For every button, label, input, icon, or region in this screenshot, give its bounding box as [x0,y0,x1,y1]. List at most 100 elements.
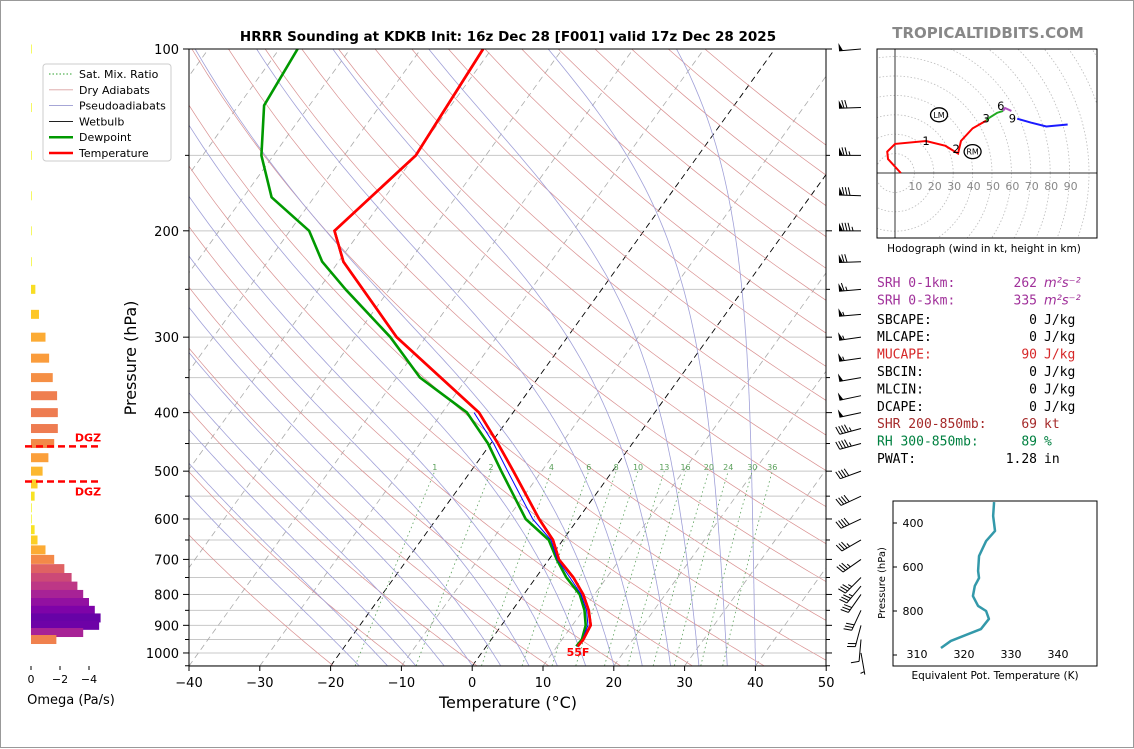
hodograph-ring-label: 30 [947,180,961,193]
mixing-ratio-label: 6 [586,463,591,472]
y-tick-label: 600 [154,513,179,528]
dry-adiabat-line [82,49,692,666]
wind-barb [838,409,861,417]
wind-barb [838,283,861,291]
hodograph-height-label: 3 [983,112,990,126]
legend-label: Wetbulb [79,115,124,128]
barb-staff [848,594,861,612]
mixing-ratio-label: 13 [659,463,669,472]
barb-full [844,605,852,608]
mixing-ratio-label: 24 [723,463,733,472]
barb-pennant [838,392,844,400]
mixing-ratio-line [522,471,589,666]
wind-barb [836,495,861,505]
omega-bar [31,424,58,433]
hodograph-height-label: 2 [952,142,959,156]
mixing-ratio-label: 8 [614,463,619,472]
barb-staff [855,625,861,646]
legend-label: Dry Adiabats [79,84,150,97]
wind-barb [836,440,861,450]
wind-barb [838,374,861,382]
hodograph-ring-label: 90 [1064,180,1078,193]
hodograph-ring-label: 20 [928,180,942,193]
surface-temp-label: 55F [567,646,590,659]
param-value: 0 [1029,330,1037,345]
hodograph-ring-label: 70 [1025,180,1039,193]
barb-staff [839,413,861,418]
y-tick-label: 700 [154,553,179,568]
isotherm-line [401,49,845,666]
storm-motion-label: RM [966,148,979,157]
param-label: SBCAPE: [877,313,932,328]
param-unit: % [1044,435,1052,450]
param-label: MLCAPE: [877,330,932,345]
param-value: 0 [1029,382,1037,397]
wind-barb [844,610,861,630]
watermark: TROPICALTIDBITS.COM [892,24,1084,42]
wind-barb [838,43,861,51]
wind-barbs [836,43,865,675]
omega-axis-label: Omega (Pa/s) [27,693,115,708]
barb-half [849,428,851,432]
param-label: MUCAPE: [877,348,932,363]
barb-full [844,629,852,631]
barb-full [845,254,847,262]
barb-half [849,151,850,155]
wind-barb [839,100,861,108]
param-value: 69 [1021,417,1037,432]
omega-bar [31,391,57,400]
hodograph-height-label: 9 [1009,112,1016,126]
param-value: 0 [1029,400,1037,415]
theta-e-x-axis-label: Equivalent Pot. Temperature (K) [911,670,1078,682]
theta-e-y-axis-label: Pressure (hPa) [877,547,888,619]
param-value: 335 [1014,293,1037,308]
omega-bar [31,354,49,363]
hodograph-caption: Hodograph (wind in kt, height in km) [887,243,1081,255]
y-tick-label: 800 [154,588,179,603]
hodograph-ring-label: 80 [1044,180,1058,193]
legend-label: Pseudoadiabats [79,100,166,113]
wind-barb [839,147,861,155]
barb-staff [839,396,861,401]
y-axis-label: Pressure (hPa) [121,301,140,416]
legend-label: Temperature [78,147,149,160]
mixing-ratio-label: 1 [432,463,437,472]
barb-half [848,585,852,587]
barb-half [849,594,853,596]
barb-full [841,597,848,601]
omega-bar [31,564,64,573]
x-tick-label: 30 [676,676,693,691]
mixing-ratio-label: 20 [704,463,714,472]
omega-tick-label: −4 [81,673,97,686]
mixing-ratio-line [416,471,491,666]
omega-bar [31,333,46,342]
barb-staff [841,496,861,505]
omega-bar [31,151,32,160]
barb-staff [859,640,861,662]
y-tick-label: 500 [154,465,179,480]
x-tick-label: 0 [468,676,476,691]
barb-full [841,610,849,613]
param-unit: J/kg [1044,313,1075,328]
isotherm-line [260,49,704,666]
x-tick-label: 40 [747,676,764,691]
omega-bar [31,598,89,607]
barb-half [861,672,865,674]
theta-e-y-label: 400 [903,517,924,530]
barb-half [852,227,853,231]
omega-bar [31,453,48,462]
param-value: 89 [1021,435,1037,450]
hodograph-ring-label: 40 [967,180,981,193]
param-unit: J/kg [1044,348,1075,363]
omega-bar [31,635,56,644]
y-tick-label: 1000 [146,647,179,662]
mixing-ratio-label: 36 [767,463,777,472]
pseudoadiabat-line [548,49,727,666]
hodograph-ring-label: 10 [908,180,922,193]
barb-pennant [838,409,844,417]
barb-staff [861,653,865,675]
omega-bar [31,373,53,382]
omega-bar [31,555,54,564]
